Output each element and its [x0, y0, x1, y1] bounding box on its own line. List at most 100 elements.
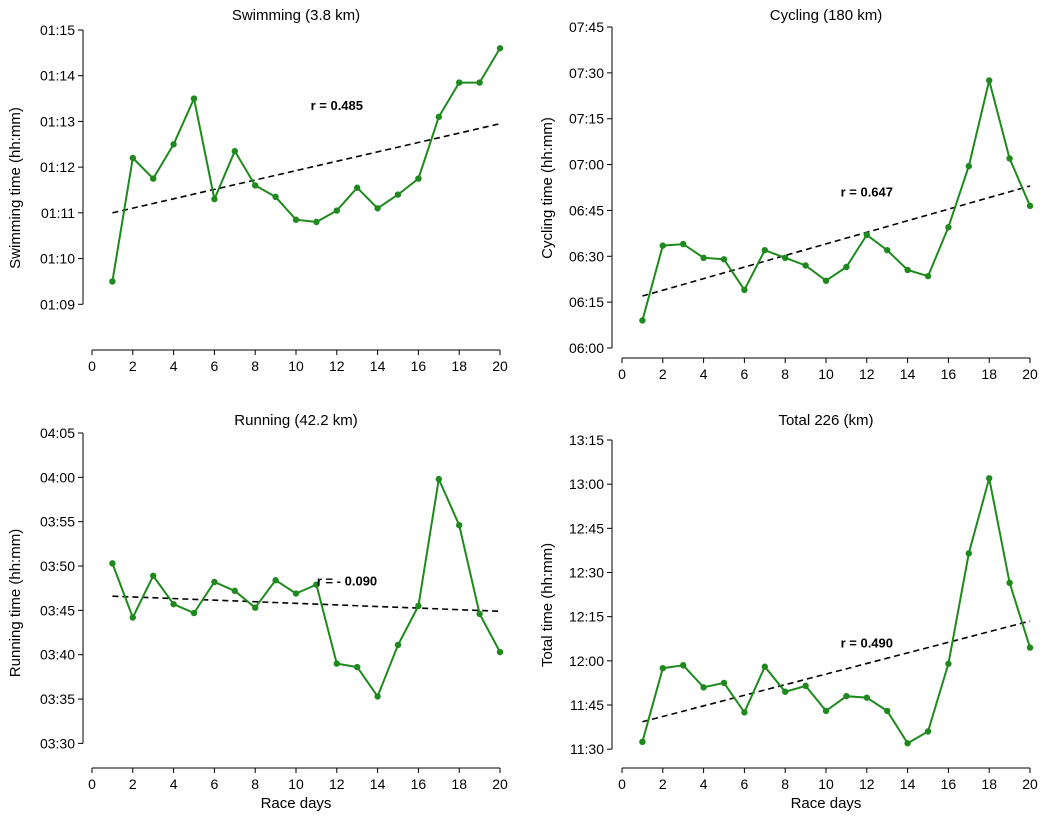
data-point: [945, 660, 952, 667]
y-tick-label: 03:55: [40, 514, 75, 530]
x-tick-label: 4: [700, 776, 708, 792]
y-axis-label: Running time (hh:mm): [7, 529, 24, 677]
x-tick-label: 4: [700, 366, 708, 382]
x-tick-label: 18: [451, 358, 467, 374]
x-tick-label: 6: [741, 366, 749, 382]
y-tick-label: 11:30: [570, 741, 604, 757]
series-line: [641, 80, 1031, 321]
data-point: [720, 256, 728, 263]
x-tick-label: 20: [1022, 776, 1038, 792]
panel-running: Running (42.2 km) Running time (hh:mm) R…: [7, 412, 508, 812]
data-point: [1026, 644, 1034, 651]
x-tick-label: 14: [900, 366, 916, 382]
data-point: [741, 286, 748, 294]
data-point: [129, 614, 136, 621]
x-tick-label: 20: [492, 776, 508, 792]
panel-title: Total 226 (km): [778, 412, 873, 429]
data-point: [252, 604, 259, 611]
data-point: [639, 738, 646, 746]
trend-line: [112, 122, 501, 214]
x-tick-label: 6: [211, 358, 219, 374]
y-tick-label: 04:00: [40, 469, 75, 485]
data-point: [884, 246, 891, 254]
data-point: [150, 175, 157, 182]
data-point: [231, 587, 238, 595]
y-tick-label: 07:00: [569, 157, 604, 173]
x-tick-label: 8: [781, 776, 789, 792]
y-tick-label: 03:40: [40, 647, 75, 663]
x-tick-label: 6: [741, 776, 749, 792]
data-point: [476, 79, 483, 86]
y-tick-label: 06:30: [569, 248, 604, 264]
x-tick-label: 10: [288, 776, 304, 792]
data-point: [761, 663, 768, 670]
x-tick-label: 16: [411, 358, 427, 374]
x-tick-label: 0: [88, 358, 96, 374]
x-tick-label: 12: [859, 776, 875, 792]
y-tick-label: 03:35: [40, 691, 75, 707]
series-line: [111, 475, 501, 699]
data-point: [843, 692, 850, 700]
panel-total: Total 226 (km) Total time (hh:mm) Race d…: [539, 412, 1038, 812]
data-point: [109, 278, 116, 285]
data-point: [333, 207, 340, 214]
data-point: [680, 240, 687, 248]
x-tick-label: 12: [329, 776, 345, 792]
data-point: [680, 662, 687, 669]
x-tick-label: 10: [288, 358, 304, 374]
data-point: [659, 242, 666, 249]
data-point: [863, 694, 870, 701]
data-point: [170, 141, 177, 148]
data-point: [272, 577, 279, 584]
trend-line: [642, 620, 1031, 723]
data-point: [211, 195, 218, 203]
y-tick-label: 01:10: [40, 251, 75, 267]
data-point: [292, 590, 300, 597]
y-axis-label: Swimming time (hh:mm): [7, 107, 24, 269]
data-point: [109, 560, 116, 567]
panel-title: Running (42.2 km): [234, 412, 357, 429]
data-point: [761, 246, 768, 254]
data-point: [700, 254, 707, 262]
data-point: [802, 262, 809, 269]
x-tick-label: 20: [492, 358, 508, 374]
y-tick-label: 01:15: [40, 22, 75, 38]
data-point: [904, 740, 911, 747]
x-axis-label: Race days: [261, 795, 332, 812]
y-tick-label: 06:15: [569, 294, 604, 310]
x-tick-label: 18: [981, 776, 997, 792]
data-point: [924, 728, 932, 735]
data-point: [884, 707, 891, 715]
y-axis-label: Total time (hh:mm): [539, 543, 556, 667]
x-tick-label: 4: [170, 358, 178, 374]
data-point: [170, 600, 177, 608]
data-point: [965, 550, 972, 557]
data-point: [150, 572, 157, 579]
r-annotation: r = 0.485: [311, 98, 363, 113]
data-point: [700, 684, 707, 691]
y-tick-label: 01:13: [40, 113, 75, 129]
data-point: [313, 218, 320, 226]
y-tick-label: 12:45: [569, 520, 604, 536]
data-point: [639, 317, 646, 324]
trend-line: [112, 595, 501, 613]
data-point: [252, 182, 259, 189]
data-point: [822, 707, 830, 715]
y-axis-label: Cycling time (hh:mm): [539, 117, 556, 259]
data-point: [741, 709, 748, 716]
x-tick-label: 16: [941, 366, 957, 382]
x-tick-label: 2: [129, 358, 137, 374]
y-tick-label: 12:30: [569, 565, 604, 581]
x-tick-label: 20: [1022, 366, 1038, 382]
panel-title: Swimming (3.8 km): [232, 7, 360, 24]
data-point: [456, 79, 463, 86]
y-tick-label: 13:00: [569, 476, 604, 492]
data-point: [354, 184, 361, 191]
x-tick-label: 18: [451, 776, 467, 792]
x-tick-label: 12: [329, 358, 345, 374]
data-point: [333, 660, 340, 667]
data-point: [129, 154, 136, 162]
x-tick-label: 2: [659, 776, 667, 792]
data-point: [415, 175, 422, 182]
